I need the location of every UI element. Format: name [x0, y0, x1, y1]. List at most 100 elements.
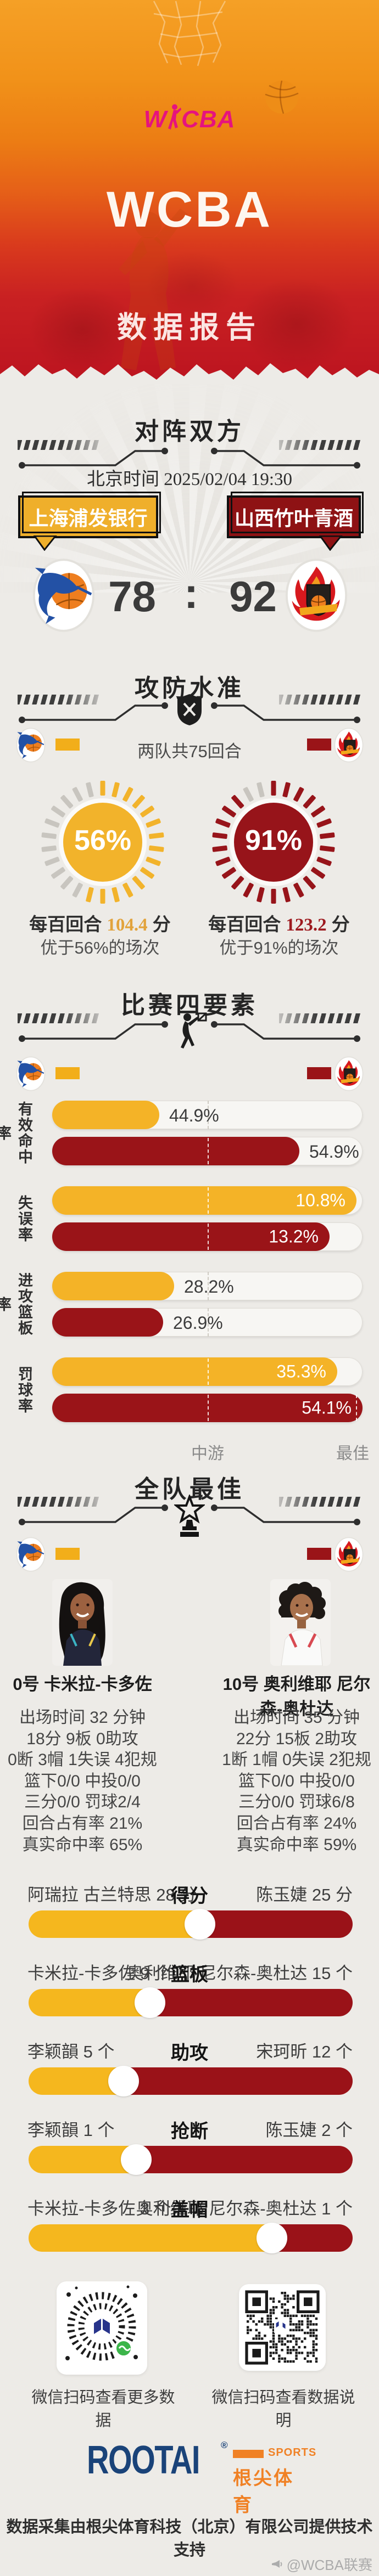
home-share	[29, 1989, 150, 2016]
factor-value: 28.2%	[184, 1277, 234, 1297]
away-color-chip	[307, 1548, 331, 1560]
factor-label: 有效命中率	[0, 1101, 32, 1165]
qr-card-data-guide	[239, 2284, 326, 2371]
home-pace-suffix: 分	[147, 914, 171, 934]
away-color-chip	[307, 739, 331, 751]
sunburst-rays-background	[0, 384, 379, 593]
duel-stat-label: 助攻	[171, 2043, 208, 2064]
registered-mark: ®	[221, 2440, 228, 2450]
away-pace-line: 每百回合 123.2 分	[191, 910, 367, 936]
home-team-logo	[32, 557, 96, 633]
player-stat-line: 0断 3帽 1失误 4犯规	[8, 1751, 157, 1769]
axis-label-mid: 中游	[191, 1445, 224, 1463]
duel-right-label: 陈玉婕 25 分	[256, 1885, 353, 1904]
away-gauge-percent: 91%	[244, 825, 303, 856]
away-offense-gauge	[210, 779, 337, 905]
home-share	[29, 2224, 272, 2252]
away-pace-value: 123.2	[286, 915, 327, 935]
factor-bar	[52, 1272, 174, 1300]
divider-lines	[19, 702, 360, 723]
divider-stripes-left	[18, 695, 100, 704]
factor-bar: 13.2%	[52, 1222, 330, 1251]
home-share	[29, 1910, 200, 1938]
duel-split-bar	[29, 1909, 353, 1940]
watermark-text: @WCBA联赛	[286, 2557, 372, 2573]
divider-team-best	[18, 1493, 361, 1537]
duel-left-label: 卡米拉-卡多佐 3 个	[27, 2199, 171, 2218]
factor-bar: 54.1%	[52, 1394, 363, 1422]
factor-bar-track	[52, 1308, 363, 1337]
axis-label-best: 最佳	[336, 1445, 369, 1463]
qr-code	[245, 2290, 320, 2365]
factor-label: 罚球率	[16, 1366, 32, 1414]
split-knob	[121, 2144, 152, 2175]
home-team-name: 上海浦发银行	[29, 507, 148, 529]
player-stat-line: 22分 15板 2助攻	[236, 1730, 358, 1748]
home-score: 78	[108, 572, 156, 621]
away-pace-suffix: 分	[326, 914, 350, 934]
best-reference-line	[356, 1395, 357, 1421]
home-pace-line: 每百回合 104.4 分	[12, 910, 188, 936]
home-share	[29, 2067, 124, 2095]
brand-chinese-name: 根尖体育	[233, 2468, 294, 2516]
home-pace-value: 104.4	[107, 915, 148, 935]
hero-header: W CBA WCBA 数据报告	[0, 0, 379, 390]
duel-left-label: 卡米拉-卡多佐 9 个	[27, 1964, 171, 1983]
away-color-chip	[307, 1067, 331, 1079]
factor-bar-track	[52, 1272, 363, 1300]
factor-label: 失误率	[16, 1194, 32, 1243]
duel-right-label: 陈玉婕 2 个	[265, 2121, 353, 2140]
wechat-miniprogram-code	[65, 2285, 138, 2361]
home-team-logo-small	[16, 1056, 46, 1091]
duel-left-label: 李颖韻 5 个	[27, 2042, 115, 2061]
duel-split-bar	[29, 2223, 353, 2253]
factor-bar	[52, 1137, 299, 1165]
factor-value: 54.1%	[302, 1397, 352, 1418]
section-heading-matchup: 对阵双方	[135, 418, 244, 445]
divider-lines	[19, 1021, 360, 1042]
mid-reference-line	[208, 1359, 209, 1385]
mid-reference-line	[208, 1224, 209, 1250]
divider-matchup	[18, 438, 361, 473]
away-share	[150, 1989, 353, 2016]
player-stat-line: 篮下0/0 中投0/0	[238, 1772, 355, 1790]
divider-stripes-left	[18, 1497, 100, 1507]
support-line: 数据采集由根尖体育科技（北京）有限公司提供技术支持	[6, 2518, 373, 2559]
duel-right-label: 奥利维耶 尼尔森-奥杜达 1 个	[136, 2199, 353, 2218]
away-share	[136, 2146, 353, 2173]
player-stat-line: 三分0/0 罚球6/8	[238, 1793, 355, 1811]
home-pace-note: 优于56%的场次	[40, 938, 160, 957]
factor-bar	[52, 1308, 163, 1337]
factor-bar	[52, 1101, 159, 1129]
split-knob	[135, 1987, 165, 2018]
split-knob	[185, 1909, 215, 1940]
duel-left-label: 李颖韻 1 个	[27, 2121, 115, 2140]
game-datetime: 北京时间 2025/02/04 19:30	[86, 470, 292, 489]
wcba-logo-player-icon	[168, 104, 182, 129]
away-best-player-photo	[270, 1579, 331, 1666]
duel-stat-label: 抢断	[171, 2121, 208, 2142]
factor-bar: 35.3%	[52, 1357, 337, 1386]
divider-stripes-left	[18, 440, 100, 450]
rootai-wordmark: ROOTAI	[87, 2438, 200, 2482]
home-color-chip	[55, 1067, 80, 1079]
brand-orange-bar	[233, 2450, 264, 2458]
home-best-player-caption: 0号 卡米拉-卡多佐	[13, 1675, 152, 1694]
shield-swords-icon	[177, 694, 202, 725]
possessions-note: 两队共75回合	[137, 742, 242, 761]
factor-bar-track	[52, 1101, 363, 1129]
player-stat-line: 出场时间 32 分钟	[19, 1709, 146, 1727]
away-pace-note: 优于91%的场次	[219, 938, 339, 957]
player-stat-line: 1断 1帽 0失误 2犯规	[222, 1751, 371, 1769]
duel-split-bar	[29, 2066, 353, 2096]
home-best-player-photo	[52, 1579, 113, 1666]
basketball-player-icon	[181, 1012, 207, 1049]
divider-stripes-right	[279, 1497, 361, 1507]
qr-left-caption: 微信扫码查看更多数据	[31, 2389, 175, 2430]
factor-bar-track: 54.1%	[52, 1394, 363, 1422]
hoop-net-decoration	[153, 1, 226, 66]
away-team-logo-small	[334, 1537, 364, 1572]
divider-four-factors	[18, 1011, 361, 1049]
mid-reference-line	[208, 1138, 209, 1164]
